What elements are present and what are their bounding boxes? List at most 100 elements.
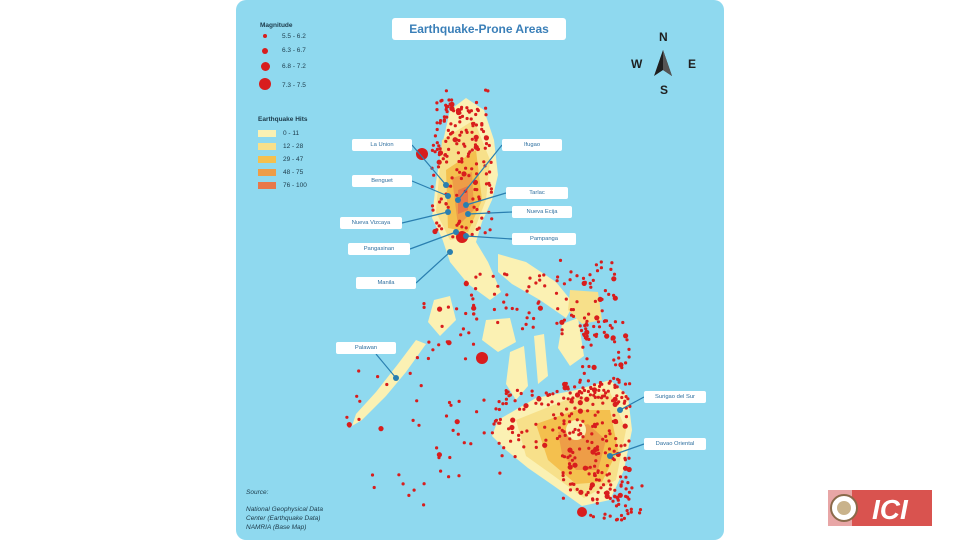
earthquake-point: [577, 408, 583, 414]
callout-anchor: [463, 233, 469, 239]
earthquake-point: [357, 417, 361, 421]
callout-line: [375, 353, 397, 379]
earthquake-point: [480, 123, 484, 127]
earthquake-point: [615, 495, 619, 499]
cebu-island: [534, 334, 548, 384]
earthquake-point: [616, 498, 620, 502]
earthquake-point: [562, 282, 566, 286]
earthquake-point: [474, 112, 478, 117]
earthquake-point: [445, 110, 449, 114]
callout-line: [411, 144, 447, 186]
earthquake-point: [572, 462, 578, 468]
earthquake-point: [608, 487, 612, 491]
earthquake-point: [588, 393, 592, 397]
earthquake-point: [623, 443, 627, 447]
earthquake-point: [620, 518, 624, 522]
earthquake-point: [358, 399, 362, 403]
earthquake-point: [573, 456, 577, 460]
earthquake-point: [608, 514, 612, 518]
earthquake-point: [435, 228, 439, 232]
earthquake-point: [525, 289, 529, 293]
earthquake-point: [437, 224, 441, 228]
earthquake-point: [503, 272, 507, 276]
callout-la-union: La Union: [352, 139, 412, 151]
earthquake-point: [471, 197, 475, 201]
earthquake-point: [550, 400, 554, 404]
earthquake-point: [584, 396, 590, 402]
earthquake-point: [579, 423, 583, 427]
earthquake-point: [593, 425, 597, 429]
earthquake-point: [471, 124, 475, 128]
earthquake-point: [618, 475, 623, 479]
earthquake-point: [562, 419, 566, 423]
earthquake-point: [588, 465, 592, 469]
earthquake-point: [484, 142, 489, 146]
earthquake-point: [488, 228, 492, 232]
earthquake-point: [554, 291, 559, 295]
earthquake-point: [532, 316, 536, 321]
callout-anchor: [445, 209, 451, 215]
earthquake-point: [570, 400, 574, 404]
earthquake-point: [460, 114, 465, 118]
earthquake-point: [569, 308, 573, 312]
hits-swatch-2: [258, 143, 276, 150]
earthquake-point: [470, 232, 474, 237]
earthquake-point: [607, 479, 611, 483]
earthquake-point: [614, 443, 618, 448]
earthquake-point: [430, 204, 435, 208]
earthquake-point: [453, 124, 457, 128]
earthquake-point: [470, 148, 474, 152]
earthquake-point: [603, 319, 607, 323]
source-note: Source: National Geophysical Data Center…: [246, 488, 323, 532]
earthquake-point: [638, 511, 642, 515]
earthquake-point: [401, 482, 405, 486]
hits-label-1: 0 - 11: [283, 130, 300, 137]
earthquake-point: [444, 414, 449, 418]
earthquake-point: [507, 427, 511, 431]
earthquake-point: [431, 348, 435, 352]
earthquake-point: [626, 466, 632, 473]
earthquake-point: [459, 333, 463, 337]
earthquake-point: [443, 153, 447, 157]
earthquake-point: [439, 197, 443, 201]
earthquake-point: [590, 432, 594, 436]
earthquake-point: [469, 293, 474, 297]
earthquake-point: [573, 385, 577, 389]
earthquake-point: [534, 445, 538, 449]
earthquake-point: [347, 424, 351, 428]
map-panel: Earthquake-Prone Areas Magnitude 5.5 - 6…: [236, 0, 724, 540]
earthquake-point: [456, 432, 460, 436]
earthquake-point: [462, 441, 466, 445]
earthquake-point: [599, 266, 603, 270]
earthquake-point: [459, 130, 464, 134]
philippines-map: [345, 88, 645, 522]
earthquake-point: [537, 305, 543, 311]
earthquake-point: [449, 184, 453, 188]
earthquake-point: [542, 273, 546, 277]
earthquake-point: [608, 323, 612, 328]
earthquake-point: [489, 187, 493, 191]
earthquake-point: [471, 342, 476, 346]
earthquake-point: [553, 416, 557, 420]
hits-swatch-3: [258, 156, 276, 163]
earthquake-point: [439, 119, 443, 123]
earthquake-point: [612, 376, 616, 380]
earthquake-point: [591, 278, 595, 282]
earthquake-point: [385, 382, 389, 387]
earthquake-point: [626, 397, 630, 401]
earthquake-point: [578, 389, 582, 394]
earthquake-point: [600, 421, 604, 425]
callout-anchor: [447, 249, 453, 255]
callout-benguet: Benguet: [352, 175, 412, 187]
earthquake-point: [623, 504, 628, 508]
earthquake-point: [585, 319, 589, 323]
earthquake-point: [568, 391, 572, 395]
magnitude-label-1: 5.5 - 6.2: [282, 33, 306, 40]
earthquake-point: [575, 487, 579, 491]
earthquake-point: [487, 143, 491, 148]
earthquake-point: [458, 111, 462, 115]
earthquake-point: [422, 503, 426, 507]
earthquake-point: [557, 426, 561, 430]
earthquake-point: [612, 458, 616, 462]
earthquake-point: [505, 293, 509, 297]
